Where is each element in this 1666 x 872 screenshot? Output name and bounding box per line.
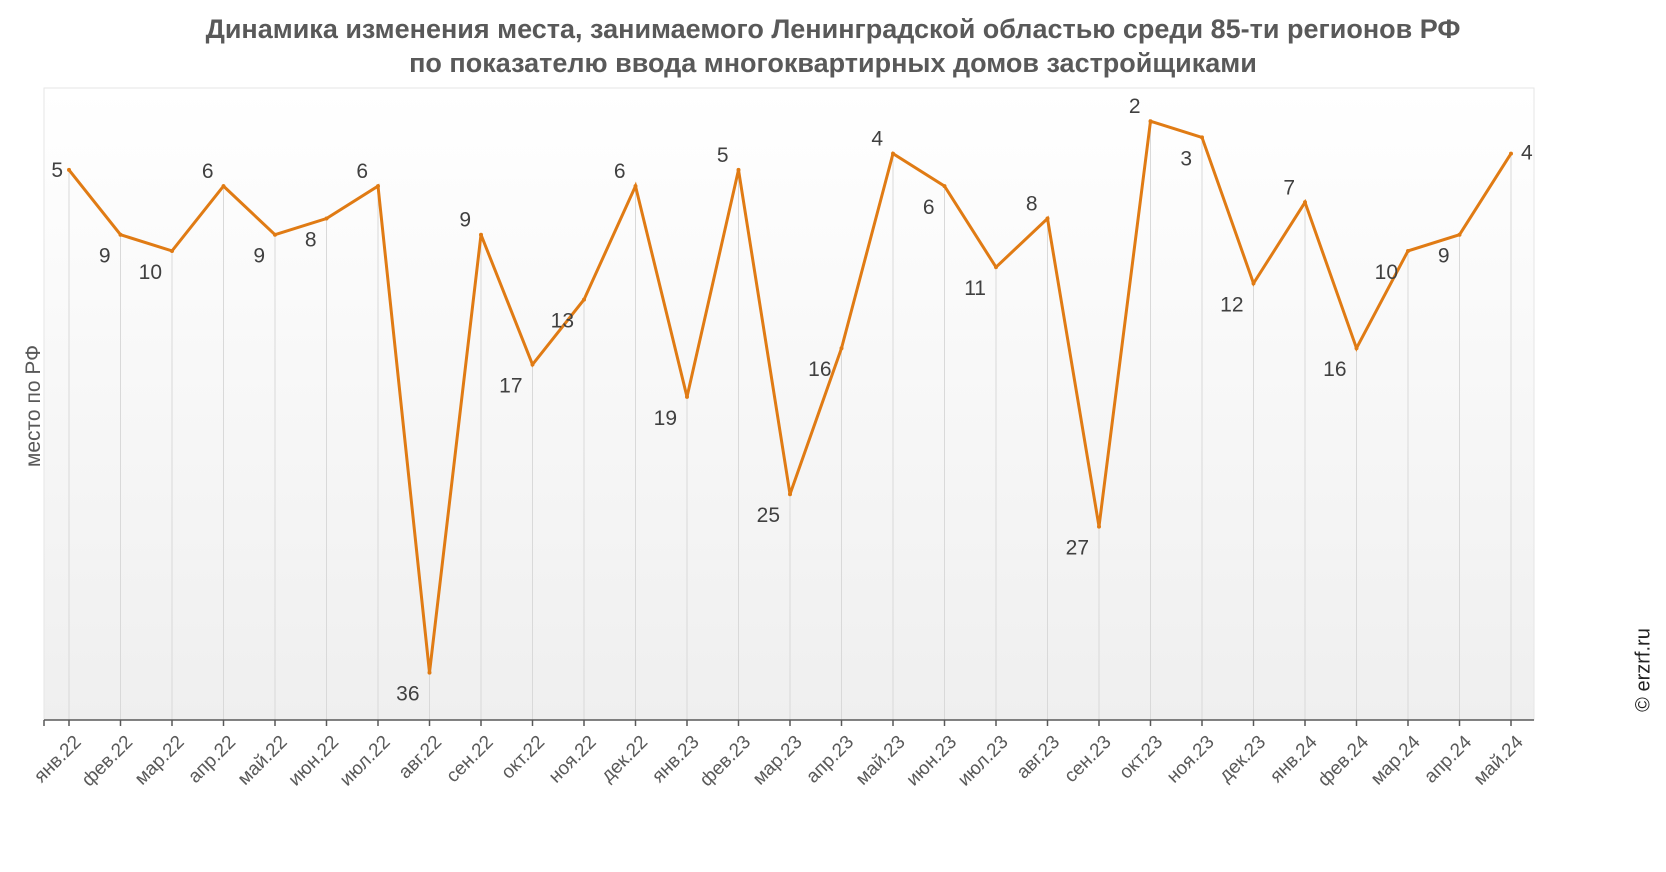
- data-point-24: [1303, 200, 1307, 205]
- data-point-9: [530, 362, 535, 367]
- data-label-25: 16: [1323, 358, 1346, 381]
- data-point-13: [736, 167, 741, 172]
- data-label-2: 10: [139, 261, 162, 284]
- x-tick-label-14: мар.23: [749, 732, 807, 790]
- x-tick-label-15: апр.23: [802, 732, 858, 788]
- plot-background: [43, 87, 1535, 721]
- chart-title: Динамика изменения места, занимаемого Ле…: [0, 12, 1666, 80]
- data-label-26: 10: [1375, 261, 1398, 284]
- x-tick-label-5: июн.22: [285, 732, 344, 791]
- data-label-27: 9: [1438, 245, 1450, 268]
- data-label-16: 4: [871, 128, 883, 151]
- data-point-10: [582, 297, 586, 302]
- data-point-16: [891, 151, 895, 156]
- data-label-18: 11: [964, 277, 986, 300]
- x-tick-label-25: фев.24: [1314, 731, 1373, 790]
- data-point-3: [221, 184, 226, 189]
- data-point-1: [118, 232, 123, 237]
- x-tick-label-20: сен.23: [1060, 732, 1115, 787]
- x-tick-label-22: ноя.23: [1163, 732, 1219, 788]
- data-label-10: 13: [551, 310, 574, 333]
- x-tick-label-8: сен.22: [442, 732, 497, 787]
- x-tick-label-4: май.22: [234, 732, 292, 790]
- data-point-21: [1148, 119, 1153, 124]
- x-tick-label-3: апр.22: [184, 732, 240, 788]
- x-tick-label-2: мар.22: [131, 732, 189, 790]
- x-tick-label-27: апр.24: [1420, 731, 1476, 787]
- data-label-8: 9: [459, 209, 471, 232]
- data-label-20: 27: [1066, 537, 1089, 560]
- x-tick-label-28: май.24: [1470, 731, 1528, 789]
- data-label-4: 9: [253, 245, 265, 268]
- x-tick-label-11: дек.22: [597, 732, 652, 787]
- x-tick-label-26: мар.24: [1367, 731, 1425, 789]
- data-label-19: 8: [1026, 193, 1038, 216]
- chart-title-line-2: по показателю ввода многоквартирных домо…: [409, 48, 1257, 78]
- data-point-18: [994, 265, 998, 270]
- data-label-12: 19: [654, 407, 677, 430]
- x-tick-label-24: янв.24: [1266, 731, 1322, 787]
- x-tick-label-19: авг.23: [1013, 732, 1064, 783]
- x-tick-label-7: авг.22: [395, 732, 446, 783]
- data-label-24: 7: [1283, 176, 1295, 199]
- chart-title-line-1: Динамика изменения места, занимаемого Ле…: [205, 14, 1461, 44]
- data-label-15: 16: [808, 358, 831, 381]
- x-tick-label-21: окт.23: [1115, 732, 1167, 784]
- data-label-1: 9: [99, 245, 111, 268]
- data-point-23: [1251, 281, 1256, 286]
- data-label-6: 6: [356, 160, 368, 183]
- data-point-8: [479, 232, 483, 237]
- data-point-17: [942, 184, 947, 189]
- data-point-27: [1457, 232, 1462, 237]
- x-tick-label-23: дек.23: [1215, 732, 1270, 787]
- data-label-7: 36: [396, 683, 419, 706]
- data-point-6: [376, 184, 380, 189]
- x-tick-label-10: ноя.22: [545, 732, 601, 788]
- data-point-12: [685, 394, 689, 399]
- data-label-22: 3: [1180, 147, 1192, 170]
- data-label-28: 4: [1521, 142, 1533, 165]
- data-point-5: [324, 216, 329, 221]
- x-tick-label-18: июл.23: [954, 732, 1013, 791]
- data-label-14: 25: [757, 504, 780, 527]
- data-point-2: [170, 248, 174, 253]
- data-point-22: [1200, 135, 1204, 140]
- x-tick-label-9: окт.22: [497, 732, 549, 784]
- data-point-11: [633, 184, 638, 189]
- data-label-21: 2: [1129, 95, 1141, 118]
- x-tick-label-1: фев.22: [78, 732, 137, 791]
- x-tick-label-16: май.23: [852, 732, 910, 790]
- data-label-11: 6: [614, 160, 626, 183]
- data-point-0: [67, 167, 71, 172]
- x-tick-label-12: янв.23: [648, 732, 703, 787]
- data-label-3: 6: [202, 160, 214, 183]
- x-tick-label-0: янв.22: [30, 732, 85, 787]
- data-point-14: [788, 492, 792, 497]
- data-label-23: 12: [1220, 293, 1243, 316]
- data-label-9: 17: [499, 374, 522, 397]
- x-tick-label-6: июл.22: [336, 732, 395, 791]
- data-point-25: [1354, 346, 1359, 351]
- data-point-15: [839, 346, 844, 351]
- data-point-4: [273, 232, 277, 237]
- data-point-7: [427, 670, 432, 675]
- data-point-19: [1045, 216, 1050, 221]
- x-tick-label-13: фев.23: [696, 732, 755, 791]
- data-label-17: 6: [923, 196, 935, 219]
- data-point-28: [1509, 151, 1513, 156]
- data-label-5: 8: [305, 229, 317, 252]
- x-tick-label-17: июн.23: [903, 732, 962, 791]
- data-point-20: [1097, 524, 1101, 529]
- data-point-26: [1406, 248, 1410, 253]
- data-label-13: 5: [717, 144, 729, 167]
- data-label-0: 5: [51, 159, 63, 182]
